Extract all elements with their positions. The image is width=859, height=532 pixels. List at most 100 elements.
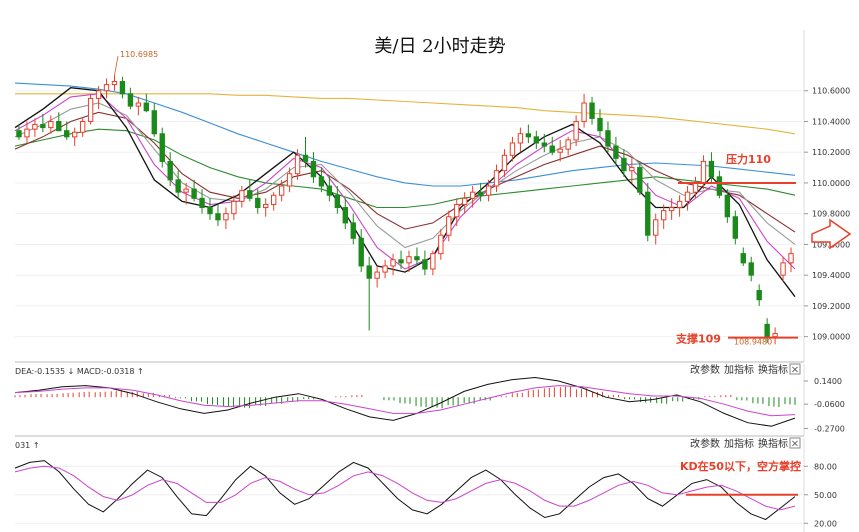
candle — [541, 133, 547, 153]
candle — [557, 139, 563, 162]
candle — [310, 152, 317, 183]
candle — [398, 250, 404, 270]
candle — [334, 186, 341, 214]
support-label: 支撑109 — [675, 332, 721, 346]
ma-line-5 — [14, 93, 796, 270]
candle — [247, 179, 253, 202]
close-pane-button[interactable]: × — [789, 437, 801, 450]
candle — [446, 210, 452, 242]
add-indicator-button[interactable]: 加指标 — [724, 437, 754, 450]
candle — [159, 127, 165, 168]
chart-title: 美/日 2小时走势 — [374, 36, 505, 57]
candle — [438, 229, 444, 260]
candle — [64, 121, 70, 140]
switch-indicator-button[interactable]: 换指标 — [758, 437, 788, 450]
ma-line-0 — [15, 93, 796, 135]
candle — [517, 127, 524, 153]
candle — [708, 152, 715, 183]
kd-header: 031 ↑ — [15, 441, 40, 450]
candle — [780, 256, 786, 282]
candle — [724, 189, 731, 223]
macd-dea-line — [14, 385, 796, 417]
candle — [597, 109, 603, 137]
price-tick-label: 110.2000 — [812, 148, 850, 157]
candle — [716, 170, 723, 199]
candle — [255, 189, 261, 214]
candle — [605, 121, 611, 153]
price-tick-label: 109.2000 — [812, 302, 850, 311]
kd-tick-label: 20.00 — [814, 519, 837, 528]
candle — [191, 179, 197, 202]
price-tick-label: 110.6000 — [812, 87, 850, 96]
macd-dif-line — [14, 376, 796, 427]
change-params-button[interactable]: 改参数 — [690, 437, 720, 450]
candle — [788, 247, 794, 273]
candle — [318, 167, 325, 193]
candle — [653, 213, 659, 245]
candle — [103, 78, 110, 99]
candle — [645, 182, 651, 242]
candle — [183, 182, 189, 205]
candle — [95, 86, 102, 110]
candle — [422, 250, 428, 276]
candle — [684, 186, 691, 211]
candle — [390, 253, 396, 276]
candle — [621, 149, 627, 177]
candle — [414, 247, 420, 266]
candle — [342, 198, 348, 230]
ma-line-2 — [14, 128, 796, 209]
price-tick-label: 109.4000 — [812, 271, 850, 280]
macd-tick-label: 0.1400 — [814, 377, 842, 386]
candle — [294, 149, 301, 180]
candle — [207, 198, 213, 220]
candle — [32, 118, 38, 137]
price-pane: 110.6000 110.4000 110.2000 110.0000 109.8000… — [14, 30, 850, 362]
switch-indicator-button[interactable]: 换指标 — [758, 363, 788, 376]
candle — [199, 189, 205, 214]
candle — [374, 265, 380, 288]
kd-tick-label: 50.00 — [814, 491, 837, 500]
candle — [406, 250, 412, 273]
add-indicator-button[interactable]: 加指标 — [724, 363, 754, 376]
candle — [668, 198, 675, 220]
candle — [772, 327, 778, 345]
candle — [549, 136, 555, 156]
candle — [493, 164, 500, 193]
kd-note: KD在50以下，空方掌控 — [680, 459, 801, 473]
candle — [175, 170, 181, 199]
candle — [660, 204, 667, 230]
candle — [581, 93, 587, 128]
candle — [24, 121, 30, 143]
candle — [525, 124, 532, 143]
price-tick-label: 110.0000 — [812, 179, 850, 188]
candle — [326, 176, 333, 202]
kd-d-line — [14, 465, 796, 511]
candle — [143, 93, 150, 113]
candle — [270, 192, 277, 211]
candle — [732, 210, 738, 245]
price-tick-label: 110.4000 — [812, 117, 850, 126]
candle — [676, 195, 683, 217]
kd-k-line — [14, 460, 796, 521]
candle — [350, 213, 356, 245]
candle — [239, 186, 245, 208]
macd-header: DEA:-0.1535 ↓ MACD:-0.0318 ↑ — [15, 367, 144, 376]
change-params-button[interactable]: 改参数 — [690, 363, 720, 376]
candle — [501, 149, 508, 177]
candle — [119, 76, 126, 99]
high-label: 110.6985 — [120, 50, 158, 59]
candle — [366, 256, 372, 331]
candle — [358, 229, 364, 273]
macd-tick-label: -0.2700 — [814, 425, 845, 434]
candle — [740, 247, 746, 266]
low-label: 108.9480 — [734, 338, 772, 347]
candle — [509, 136, 516, 162]
candle — [111, 75, 118, 91]
candle — [167, 152, 173, 187]
candle — [485, 179, 492, 202]
close-pane-button[interactable]: × — [789, 363, 801, 376]
candle — [40, 113, 46, 133]
candle — [477, 182, 484, 202]
kd-tick-label: 80.00 — [814, 462, 837, 471]
